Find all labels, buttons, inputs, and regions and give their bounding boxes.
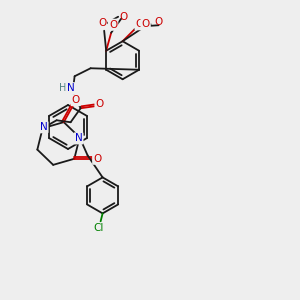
Text: H: H xyxy=(59,83,66,93)
Text: O: O xyxy=(142,19,150,29)
Text: O: O xyxy=(98,18,106,28)
Text: Cl: Cl xyxy=(93,224,104,233)
Text: O: O xyxy=(93,154,101,164)
Text: N: N xyxy=(40,122,47,132)
Text: O: O xyxy=(154,17,163,27)
Text: O: O xyxy=(109,20,117,30)
Text: O: O xyxy=(136,19,144,29)
Text: N: N xyxy=(75,134,83,143)
Text: O: O xyxy=(95,99,104,109)
Text: O: O xyxy=(72,95,80,105)
Text: N: N xyxy=(67,83,74,93)
Text: O: O xyxy=(119,12,127,22)
